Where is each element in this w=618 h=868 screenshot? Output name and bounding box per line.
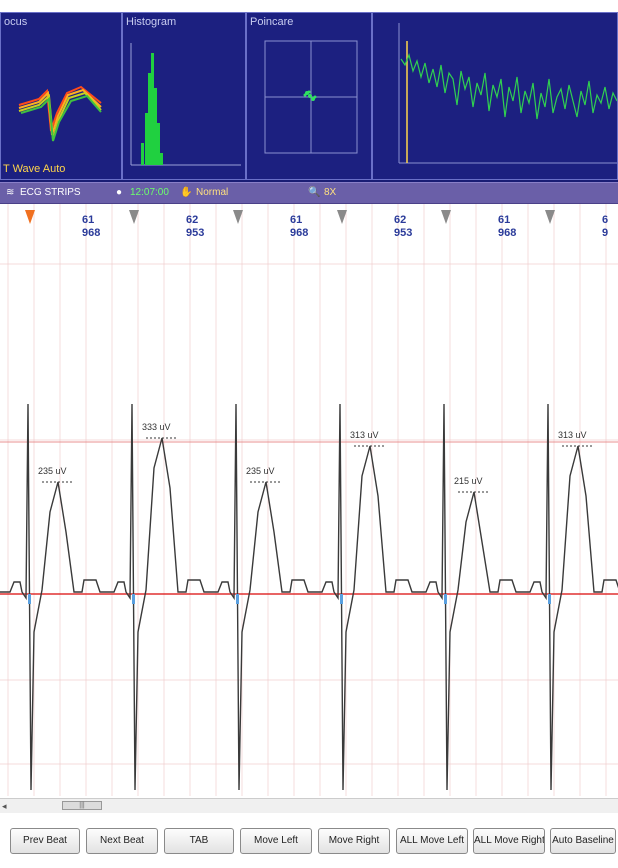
heart-rate-value: 61	[82, 214, 95, 226]
ecg-strips-header: ≋ ECG STRIPS ● 12:07:00 ✋ Normal 🔍 8X	[0, 182, 618, 204]
t-wave-amplitude-label: 313 uV	[350, 430, 379, 440]
magnifier-icon[interactable]: 🔍	[308, 187, 321, 198]
beat-rate-label: 61 968	[498, 214, 516, 240]
rr-interval-value: 953	[394, 227, 413, 239]
heart-rate-value: 62	[186, 214, 199, 226]
r-peak-marker	[132, 594, 135, 604]
beat-marker-icon	[129, 210, 139, 224]
t-wave-amplitude-label: 235 uV	[246, 466, 275, 476]
beat-marker-icon	[545, 210, 555, 224]
histogram-panel-title: Histogram	[126, 16, 177, 28]
hand-icon[interactable]: ✋	[180, 187, 193, 198]
focus-panel-title: ocus	[4, 16, 28, 28]
t-wave-amplitude-label: 215 uV	[454, 476, 483, 486]
r-peak-marker	[548, 594, 551, 604]
r-peak-marker	[236, 594, 239, 604]
heart-rate-value: 62	[394, 214, 407, 226]
move-right-button[interactable]: Move Right	[318, 828, 390, 854]
beat-marker-icon	[233, 210, 243, 224]
ecg-strips-title: ECG STRIPS	[20, 187, 81, 198]
ecg-strips-icon: ≋	[6, 187, 15, 198]
beat-rate-label: 61 968	[82, 214, 100, 240]
beat-marker-icon	[441, 210, 451, 224]
hr-trend-plot	[398, 23, 617, 164]
r-peak-marker	[444, 594, 447, 604]
scroll-left-arrow-icon[interactable]: ◂	[2, 801, 7, 811]
strip-time: 12:07:00	[130, 187, 169, 198]
zoom-level: 8X	[324, 187, 337, 198]
focus-waveform	[18, 85, 102, 142]
hr-trend-panel[interactable]	[372, 12, 618, 180]
histogram-panel[interactable]: Histogram	[122, 12, 246, 180]
analysis-panels: ocus T Wave Auto Histogram	[0, 12, 618, 182]
poincare-panel-title: Poincare	[250, 16, 294, 28]
prev-beat-button[interactable]: Prev Beat	[10, 828, 80, 854]
rr-interval-value: 953	[186, 227, 205, 239]
move-left-button[interactable]: Move Left	[240, 828, 312, 854]
t-wave-amplitude-label: 235 uV	[38, 466, 67, 476]
beat-rate-label: 62 953	[186, 214, 204, 240]
auto-baseline-button[interactable]: Auto Baseline	[550, 828, 616, 854]
scroll-thumb[interactable]: |||	[62, 801, 102, 810]
poincare-plot	[264, 40, 358, 154]
r-peak-marker	[28, 594, 31, 604]
all-move-right-button[interactable]: ALL Move Right	[473, 828, 545, 854]
poincare-panel[interactable]: Poincare	[246, 12, 372, 180]
ecg-strip-plot[interactable]	[0, 204, 618, 796]
rr-interval-value: 968	[498, 227, 517, 239]
rhythm-status: Normal	[196, 187, 229, 198]
next-beat-button[interactable]: Next Beat	[86, 828, 158, 854]
all-move-left-button[interactable]: ALL Move Left	[396, 828, 468, 854]
beat-rate-label: 62 953	[394, 214, 412, 240]
ecg-trace	[0, 403, 618, 791]
heart-rate-value: 61	[498, 214, 511, 226]
t-wave-amplitude-label: 313 uV	[558, 430, 587, 440]
tab-button[interactable]: TAB	[164, 828, 234, 854]
focus-panel[interactable]: ocus T Wave Auto	[0, 12, 122, 180]
heart-rate-value: 6	[602, 214, 609, 226]
beat-marker-icon	[337, 210, 347, 224]
t-wave-amplitude-label: 333 uV	[142, 422, 171, 432]
r-peak-marker	[340, 594, 343, 604]
rr-interval-value: 968	[290, 227, 309, 239]
button-bar: Prev Beat Next Beat TAB Move Left Move R…	[0, 822, 618, 868]
histogram-plot	[130, 43, 241, 166]
heart-rate-value: 61	[290, 214, 303, 226]
ecg-strip-area[interactable]: 235 uV 61 968 333 uV 62 953 235 uV 61 968 313 uV 6…	[0, 204, 618, 796]
horizontal-scrollbar[interactable]: ◂ |||	[0, 798, 618, 813]
rr-interval-value: 9	[602, 227, 609, 239]
rr-interval-value: 968	[82, 227, 101, 239]
t-wave-auto-label: T Wave Auto	[3, 163, 66, 175]
beat-marker-icon	[25, 210, 35, 224]
beat-rate-label: 61 968	[290, 214, 308, 240]
clock-icon: ●	[116, 187, 123, 198]
